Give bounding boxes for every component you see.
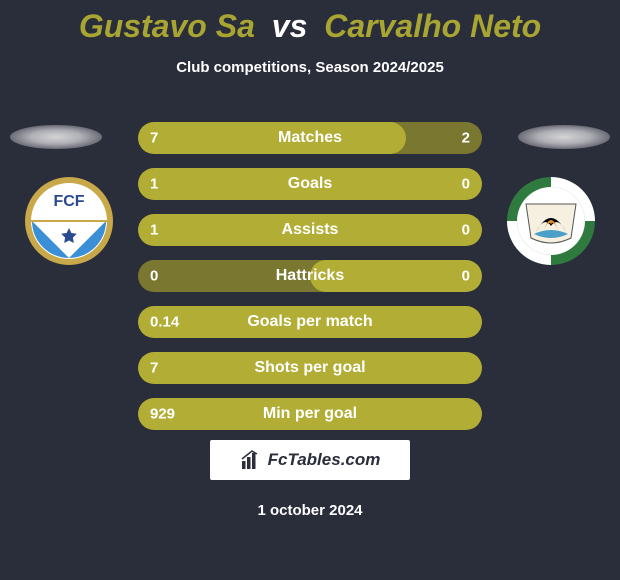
bar-goals-per-match: 0.14 Goals per match <box>138 306 482 338</box>
rio-ave-crest <box>506 176 596 266</box>
bar-label: Goals per match <box>138 313 482 331</box>
bar-matches: 7 Matches 2 <box>138 122 482 154</box>
bar-chart-icon <box>240 449 262 471</box>
bar-goals: 1 Goals 0 <box>138 168 482 200</box>
spotlight-right <box>518 125 610 149</box>
bar-label: Goals <box>138 175 482 193</box>
bar-value-right: 0 <box>462 176 470 193</box>
bar-label: Shots per goal <box>138 359 482 377</box>
svg-text:FCF: FCF <box>53 193 84 210</box>
bar-min-per-goal: 929 Min per goal <box>138 398 482 430</box>
date: 1 october 2024 <box>0 502 620 519</box>
spotlight-left <box>10 125 102 149</box>
vs-separator: vs <box>272 8 308 44</box>
bar-value-right: 0 <box>462 222 470 239</box>
bar-label: Min per goal <box>138 405 482 423</box>
famalicao-crest: FCF <box>24 176 114 266</box>
watermark-text: FcTables.com <box>268 450 381 470</box>
bar-value-right: 2 <box>462 130 470 147</box>
bar-label: Assists <box>138 221 482 239</box>
player1-name: Gustavo Sa <box>79 8 255 44</box>
bar-hattricks: 0 Hattricks 0 <box>138 260 482 292</box>
player2-name: Carvalho Neto <box>324 8 541 44</box>
subtitle: Club competitions, Season 2024/2025 <box>0 59 620 76</box>
bar-label: Matches <box>138 129 482 147</box>
comparison-title: Gustavo Sa vs Carvalho Neto <box>0 0 620 45</box>
watermark: FcTables.com <box>210 440 410 480</box>
bar-shots-per-goal: 7 Shots per goal <box>138 352 482 384</box>
bar-value-right: 0 <box>462 268 470 285</box>
bar-assists: 1 Assists 0 <box>138 214 482 246</box>
bar-label: Hattricks <box>138 267 482 285</box>
stat-bars: 7 Matches 2 1 Goals 0 1 Assists 0 0 Hatt… <box>138 122 482 444</box>
